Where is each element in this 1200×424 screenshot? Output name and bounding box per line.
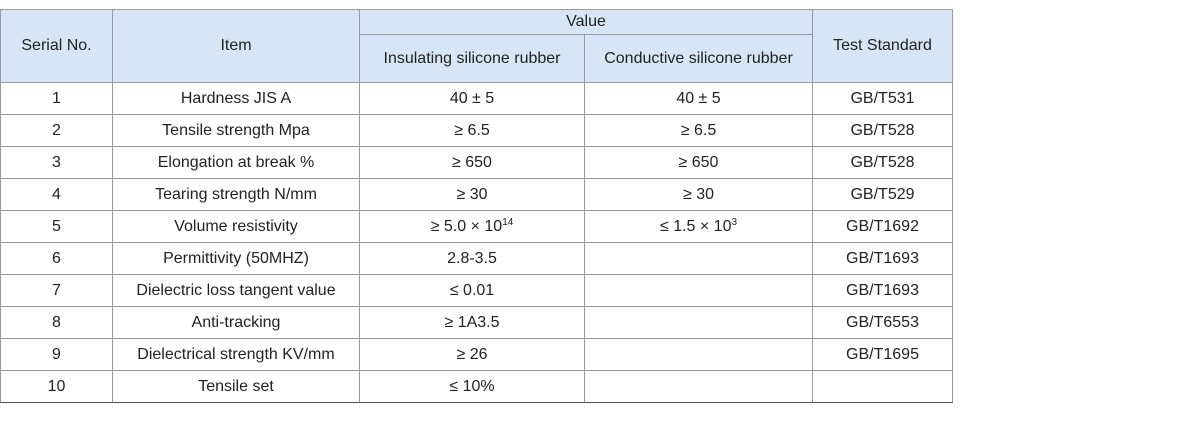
cell: 10 [0, 370, 113, 403]
cell: Dielectric loss tangent value [112, 274, 360, 307]
table-row: 4 Tearing strength N/mm ≥ 30 ≥ 30 GB/T529 [0, 178, 953, 211]
cell: Volume resistivity [112, 210, 360, 243]
cell: Dielectrical strength KV/mm [112, 338, 360, 371]
cell-text: ≤ 1.5 × 10 [659, 217, 732, 235]
cell: ≥ 650 [584, 146, 813, 179]
cell: GB/T528 [812, 146, 953, 179]
empty-cell [584, 242, 813, 275]
cell: ≤ 10% [359, 370, 585, 403]
cell: Anti-tracking [112, 306, 360, 339]
cell: Hardness JIS A [112, 82, 360, 115]
empty-cell [812, 370, 953, 403]
superscript: 14 [502, 216, 514, 228]
empty-cell [584, 274, 813, 307]
header-cell: Value [359, 9, 813, 35]
cell: 4 [0, 178, 113, 211]
table-row: 9 Dielectrical strength KV/mm ≥ 26 GB/T1695 [0, 338, 953, 371]
cell: GB/T1695 [812, 338, 953, 371]
cell: Permittivity (50MHZ) [112, 242, 360, 275]
cell: GB/T529 [812, 178, 953, 211]
header-cell: Insulating silicone rubber [359, 34, 585, 83]
table-row: 8 Anti-tracking ≥ 1A3.5 GB/T6553 [0, 306, 953, 339]
cell: GB/T6553 [812, 306, 953, 339]
table-row: 5 Volume resistivity ≥ 5.0 × 1014 ≤ 1.5 × 1… [0, 210, 953, 243]
cell: 5 [0, 210, 113, 243]
table-row: 10 Tensile set ≤ 10% [0, 370, 953, 403]
cell: ≤ 0.01 [359, 274, 585, 307]
table-row: 6 Permittivity (50MHZ) 2.8-3.5 GB/T1693 [0, 242, 953, 275]
table-row: 7 Dielectric loss tangent value ≤ 0.01 GB/T… [0, 274, 953, 307]
cell: GB/T528 [812, 114, 953, 147]
cell: ≥ 26 [359, 338, 585, 371]
empty-cell [584, 370, 813, 403]
table-body: 1 Hardness JIS A 40 ± 5 40 ± 5 GB/T531 2 Tensi… [0, 82, 953, 403]
cell: ≥ 30 [584, 178, 813, 211]
cell: Tensile set [112, 370, 360, 403]
cell: GB/T1692 [812, 210, 953, 243]
cell: ≥ 6.5 [359, 114, 585, 147]
cell: GB/T1693 [812, 242, 953, 275]
cell-text: ≥ 5.0 × 10 [430, 217, 503, 235]
header-cell: Test Standard [812, 9, 953, 83]
cell: ≤ 1.5 × 103 [584, 210, 813, 243]
cell: 40 ± 5 [359, 82, 585, 115]
cell: 1 [0, 82, 113, 115]
header-cell: Serial No. [0, 9, 113, 83]
cell: GB/T1693 [812, 274, 953, 307]
header-cell: Conductive silicone rubber [584, 34, 813, 83]
cell: 9 [0, 338, 113, 371]
cell: 6 [0, 242, 113, 275]
cell: 2.8-3.5 [359, 242, 585, 275]
cell: Elongation at break % [112, 146, 360, 179]
empty-cell [584, 338, 813, 371]
header-cell: Item [112, 9, 360, 83]
cell: Tensile strength Mpa [112, 114, 360, 147]
cell: 8 [0, 306, 113, 339]
cell: ≥ 1A3.5 [359, 306, 585, 339]
table-header: Serial No. Item Value Test Standard Insu… [0, 9, 953, 83]
table-row: 1 Hardness JIS A 40 ± 5 40 ± 5 GB/T531 [0, 82, 953, 115]
table-row: 2 Tensile strength Mpa ≥ 6.5 ≥ 6.5 GB/T528 [0, 114, 953, 147]
empty-cell [584, 306, 813, 339]
cell: 40 ± 5 [584, 82, 813, 115]
superscript: 3 [731, 216, 738, 228]
cell: 2 [0, 114, 113, 147]
cell: ≥ 6.5 [584, 114, 813, 147]
cell: GB/T531 [812, 82, 953, 115]
cell: ≥ 650 [359, 146, 585, 179]
cell: Tearing strength N/mm [112, 178, 360, 211]
property-table: Serial No. Item Value Test Standard Insu… [0, 9, 953, 403]
cell: ≥ 5.0 × 1014 [359, 210, 585, 243]
cell: 3 [0, 146, 113, 179]
cell: 7 [0, 274, 113, 307]
table-row: 3 Elongation at break % ≥ 650 ≥ 650 GB/T528 [0, 146, 953, 179]
cell: ≥ 30 [359, 178, 585, 211]
